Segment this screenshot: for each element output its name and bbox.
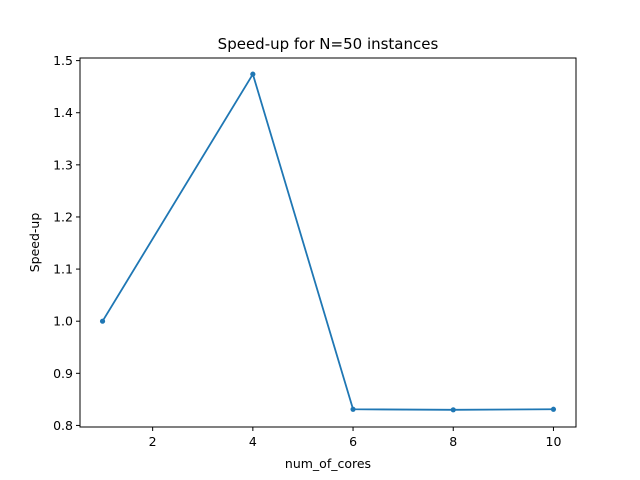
y-tick-label: 1.5 xyxy=(53,53,73,68)
data-point xyxy=(350,406,356,412)
x-tick-label: 4 xyxy=(249,434,257,449)
x-tick-label: 10 xyxy=(546,434,562,449)
x-axis-label: num_of_cores xyxy=(285,456,371,471)
series-layer xyxy=(99,71,557,413)
data-point xyxy=(99,318,106,324)
y-axis-label: Speed-up xyxy=(27,213,42,273)
x-axis-ticks: 2 4 6 8 10 xyxy=(149,427,562,449)
x-tick-label: 8 xyxy=(449,434,457,449)
y-tick-label: 0.9 xyxy=(53,366,73,381)
chart-title: Speed-up for N=50 instances xyxy=(218,35,439,53)
y-tick-label: 1.2 xyxy=(53,209,73,224)
data-point xyxy=(450,407,456,413)
y-axis-ticks: 0.8 0.9 1.0 1.1 1.2 1.3 1.4 1.5 xyxy=(53,53,80,433)
x-tick-label: 6 xyxy=(349,434,357,449)
x-tick-label: 2 xyxy=(149,434,157,449)
y-tick-label: 1.0 xyxy=(53,314,73,329)
plot-frame xyxy=(79,57,577,428)
y-tick-label: 1.4 xyxy=(53,105,73,120)
y-tick-label: 1.1 xyxy=(53,262,73,277)
y-tick-label: 0.8 xyxy=(53,418,73,433)
data-point xyxy=(550,406,557,412)
y-tick-label: 1.3 xyxy=(53,157,73,172)
data-point xyxy=(250,71,256,77)
